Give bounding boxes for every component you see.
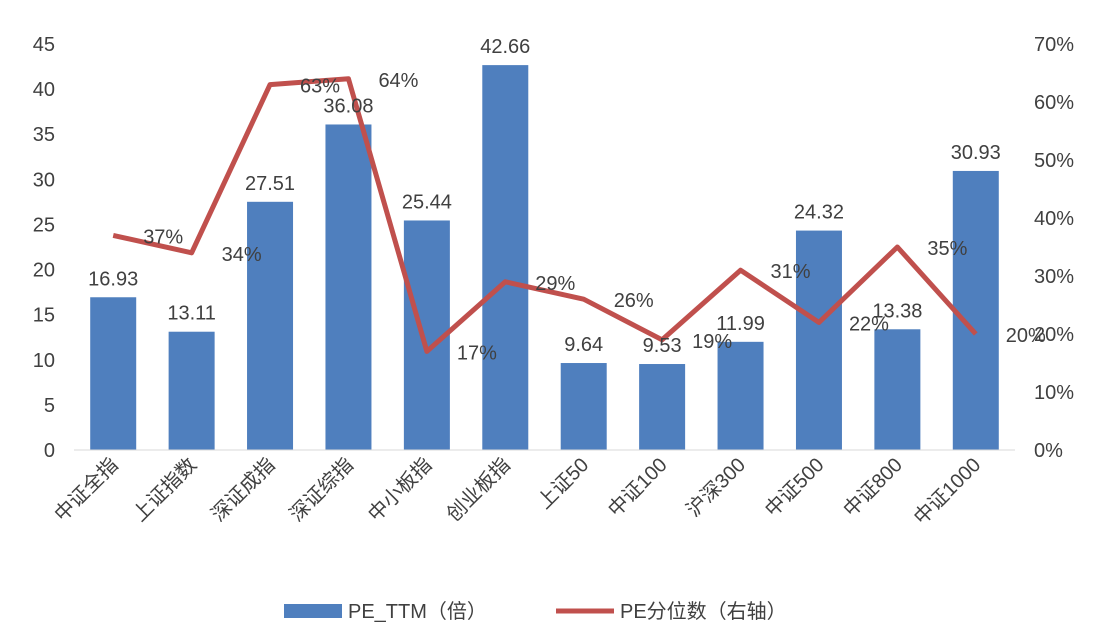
bar (953, 171, 999, 450)
right-axis-tick: 70% (1034, 34, 1074, 56)
line-path (113, 79, 976, 352)
bar (325, 124, 371, 450)
x-axis-label: 中证全指 (50, 453, 123, 526)
x-axis-label: 创业板指 (442, 453, 515, 526)
x-axis-label: 中证100 (604, 453, 672, 521)
right-axis-tick: 40% (1034, 208, 1074, 230)
bar (561, 363, 607, 450)
right-axis-tick: 30% (1034, 266, 1074, 288)
left-axis-tick: 0 (44, 440, 55, 462)
bar-label: 25.44 (402, 191, 452, 213)
bar-label: 36.08 (323, 95, 373, 117)
bar (169, 332, 215, 450)
right-axis: 0%10%20%30%40%50%60%70% (1034, 34, 1074, 462)
line-series (113, 79, 976, 352)
x-axis-label: 中证800 (839, 453, 907, 521)
line-label: 29% (535, 273, 575, 295)
line-label: 63% (300, 76, 340, 98)
bar-label: 24.32 (794, 202, 844, 224)
bar (90, 297, 136, 450)
x-axis-label: 深证综指 (285, 453, 358, 526)
bar (482, 65, 528, 450)
left-axis-tick: 25 (33, 214, 55, 236)
x-axis-label: 上证指数 (128, 453, 201, 526)
left-axis-tick: 5 (44, 395, 55, 417)
x-axis-label: 中小板指 (364, 453, 437, 526)
line-label: 64% (378, 70, 418, 92)
left-axis-tick: 35 (33, 124, 55, 146)
left-axis-tick: 20 (33, 260, 55, 282)
right-axis-tick: 10% (1034, 382, 1074, 404)
x-axis-label: 上证50 (533, 453, 593, 513)
line-label: 20% (1006, 325, 1046, 347)
left-axis-tick: 40 (33, 79, 55, 101)
x-axis-label: 深证成指 (207, 453, 280, 526)
left-axis-tick: 15 (33, 305, 55, 327)
right-axis-tick: 60% (1034, 92, 1074, 114)
line-label: 34% (222, 244, 262, 266)
bar-label: 30.93 (951, 142, 1001, 164)
line-label: 31% (771, 261, 811, 283)
right-axis-tick: 0% (1034, 440, 1063, 462)
bar (874, 329, 920, 450)
bar-label: 9.53 (643, 335, 682, 357)
legend-bar-label: PE_TTM（倍） (348, 600, 487, 623)
legend-bar-swatch (284, 604, 342, 618)
legend: PE_TTM（倍） PE分位数（右轴） (284, 600, 787, 623)
bar-label: 13.11 (167, 303, 216, 325)
x-axis-label: 中证1000 (909, 453, 985, 529)
x-axis-label: 中证500 (760, 453, 828, 521)
line-label: 22% (849, 313, 889, 335)
line-label: 37% (143, 226, 183, 248)
bar-label: 16.93 (88, 268, 138, 290)
line-label: 35% (927, 238, 967, 260)
bar (639, 364, 685, 450)
bar (247, 202, 293, 450)
bar-label: 42.66 (480, 36, 530, 58)
left-axis-tick: 10 (33, 350, 55, 372)
legend-line-label: PE分位数（右轴） (620, 600, 787, 623)
line-label: 26% (614, 290, 654, 312)
line-label: 17% (457, 342, 497, 364)
bar-label: 27.51 (245, 173, 295, 195)
left-axis-tick: 30 (33, 169, 55, 191)
bar-label: 9.64 (564, 334, 603, 356)
bar (718, 342, 764, 450)
left-axis: 0 5 10 15 20 25 30 35 40 45 (33, 34, 55, 462)
left-axis-tick: 45 (33, 34, 55, 56)
line-label: 19% (692, 331, 732, 353)
right-axis-tick: 50% (1034, 150, 1074, 172)
x-axis-label: 沪深300 (682, 453, 750, 521)
